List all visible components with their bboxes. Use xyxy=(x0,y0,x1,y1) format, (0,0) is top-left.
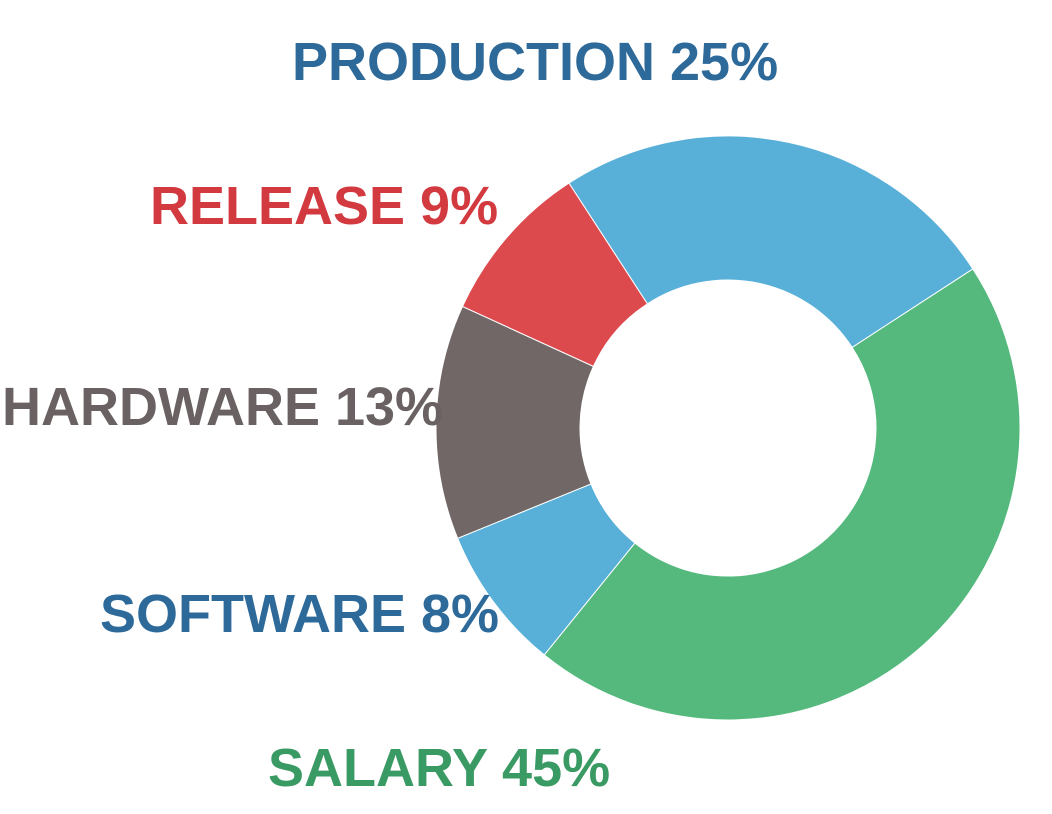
slice-label-salary: SALARY 45% xyxy=(268,738,610,798)
slice-label-production: PRODUCTION 25% xyxy=(292,32,778,92)
slice-production xyxy=(568,135,974,349)
donut-slices xyxy=(435,135,1021,721)
slice-release xyxy=(461,182,649,368)
slice-label-hardware: HARDWARE 13% xyxy=(2,377,443,437)
slice-label-software: SOFTWARE 8% xyxy=(100,584,499,644)
slice-label-release: RELEASE 9% xyxy=(150,176,498,236)
slice-salary xyxy=(543,268,1021,721)
slice-hardware xyxy=(435,305,595,539)
slice-labels: PRODUCTION 25% SALARY 45% SOFTWARE 8% HARDW… xyxy=(2,32,778,798)
